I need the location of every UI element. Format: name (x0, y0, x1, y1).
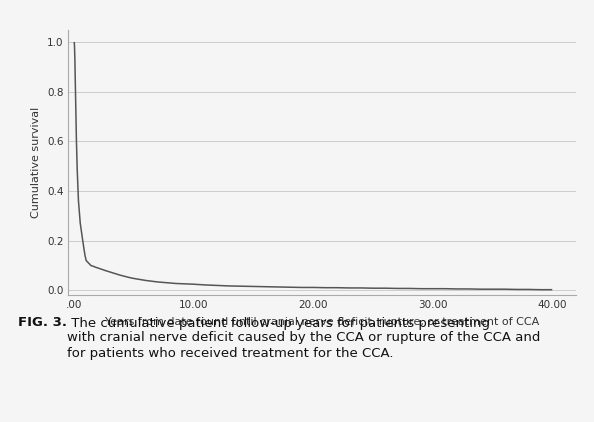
Text: FIG. 3.: FIG. 3. (18, 316, 67, 330)
X-axis label: Years from date found until cranial nerve deficit, rupture, or treatment of CCA: Years from date found until cranial nerv… (105, 317, 539, 327)
Text: The cumulative patient follow-up years for patients presenting
with cranial nerv: The cumulative patient follow-up years f… (67, 316, 540, 360)
Y-axis label: Cumulative survival: Cumulative survival (31, 107, 42, 218)
